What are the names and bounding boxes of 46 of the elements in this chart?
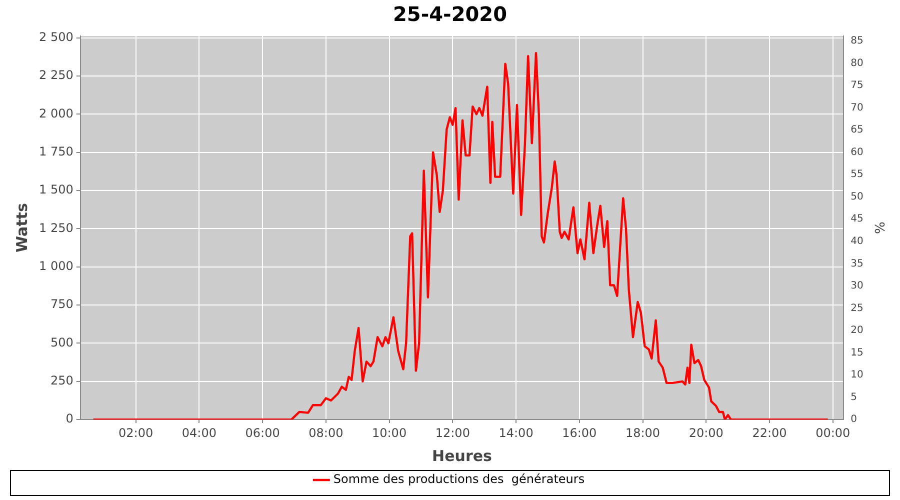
y2-tick-label: 45 xyxy=(850,214,864,225)
x-tick-label: 18:00 xyxy=(625,426,660,440)
y-tick-label: 500 xyxy=(50,335,74,350)
x-tick-label: 04:00 xyxy=(182,426,216,440)
y2-tick-label: 65 xyxy=(850,124,864,136)
y2-axis-title: % xyxy=(870,222,886,234)
y-tick-label: 1 000 xyxy=(38,259,74,274)
y-tick-label: 750 xyxy=(50,297,74,312)
y2-tick-label: 10 xyxy=(850,370,864,381)
x-axis-title: Heures xyxy=(432,446,492,465)
x-tick-label: 16:00 xyxy=(562,426,597,440)
y2-tick-label: 75 xyxy=(850,80,864,92)
y2-tick-label: 85 xyxy=(850,35,864,46)
chart-title: 25-4-2020 xyxy=(392,2,508,26)
x-tick-label: 06:00 xyxy=(245,426,280,440)
y2-tick-label: 15 xyxy=(850,347,864,358)
y-tick-label: 2 000 xyxy=(38,106,74,120)
y2-tick-label: 55 xyxy=(850,169,864,180)
y2-tick-label: 70 xyxy=(850,102,864,114)
y2-tick-label: 40 xyxy=(850,236,864,247)
x-tick-label: 02:00 xyxy=(118,426,154,440)
y2-tick-label: 0 xyxy=(850,414,858,426)
y-tick-label: 2 500 xyxy=(38,30,74,44)
y2-tick-label: 50 xyxy=(850,191,864,202)
y2-tick-label: 35 xyxy=(850,258,864,270)
x-tick-label: 00:00 xyxy=(816,426,850,440)
y-tick-label: 250 xyxy=(50,374,74,388)
y-tick-label: 0 xyxy=(66,412,74,426)
y2-tick-label: 20 xyxy=(850,325,864,336)
legend-label: Somme des productions des générateurs xyxy=(333,472,585,486)
y2-tick-label: 60 xyxy=(850,146,864,158)
x-tick-label: 12:00 xyxy=(435,426,470,440)
x-tick-label: 08:00 xyxy=(308,426,344,440)
x-tick-label: 22:00 xyxy=(752,426,787,440)
y2-tick-label: 5 xyxy=(850,392,858,403)
y2-tick-label: 30 xyxy=(850,280,864,292)
x-tick-label: 10:00 xyxy=(372,426,407,440)
x-tick-label: 20:00 xyxy=(688,426,724,440)
y-tick-label: 2 250 xyxy=(38,68,74,82)
y-tick-label: 1 500 xyxy=(38,182,74,197)
y2-tick-label: 25 xyxy=(850,302,864,314)
x-tick-label: 14:00 xyxy=(498,426,534,440)
y2-tick-label: 80 xyxy=(850,58,864,69)
y-tick-label: 1 250 xyxy=(38,220,74,235)
y-axis-title: Watts xyxy=(12,203,31,253)
y-tick-label: 1 750 xyxy=(38,144,74,158)
